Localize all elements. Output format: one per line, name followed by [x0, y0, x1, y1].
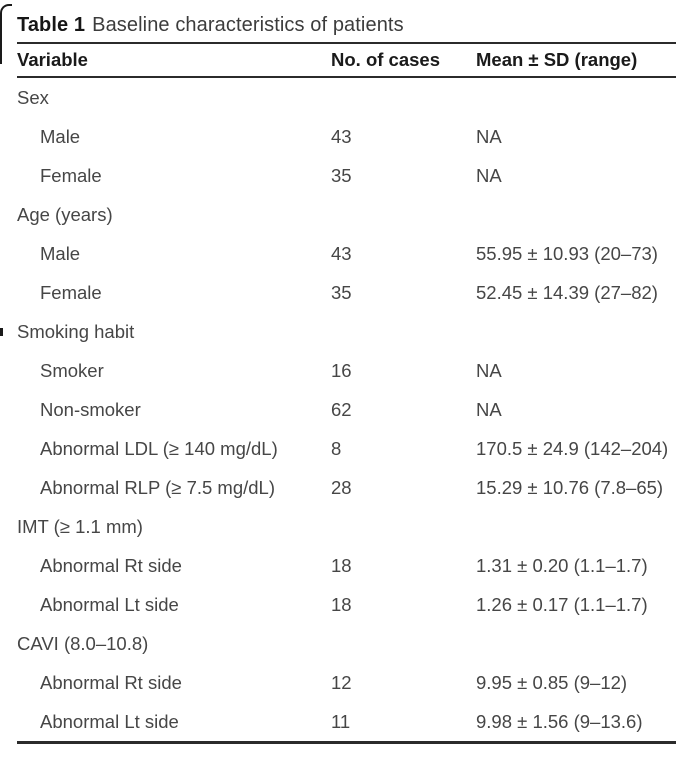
cell-cases: 8 — [331, 437, 342, 459]
table-row: Female 35 NA — [17, 156, 676, 195]
cell-variable: Abnormal Lt side — [40, 593, 179, 615]
table-row: Female 35 52.45 ± 14.39 (27–82) — [17, 273, 676, 312]
table-body: Sex Male 43 NA Female 35 NA Age (years) … — [17, 78, 676, 741]
cell-variable: Abnormal RLP (≥ 7.5 mg/dL) — [40, 476, 275, 498]
cell-variable: Age (years) — [17, 203, 113, 225]
table-row: Age (years) — [17, 195, 676, 234]
cell-variable: Non-smoker — [40, 398, 141, 420]
cell-mean: 55.95 ± 10.93 (20–73) — [476, 242, 658, 264]
cell-cases: 18 — [331, 554, 352, 576]
table-title-label: Table 1 — [17, 14, 86, 36]
cell-variable: Sex — [17, 86, 49, 108]
column-header-variable: Variable — [17, 49, 88, 70]
table-row: Abnormal Lt side 18 1.26 ± 0.17 (1.1–1.7… — [17, 585, 676, 624]
cell-mean: 9.95 ± 0.85 (9–12) — [476, 671, 628, 693]
cell-variable: Female — [40, 164, 102, 186]
cell-mean: 170.5 ± 24.9 (142–204) — [476, 437, 669, 459]
cell-cases: 18 — [331, 593, 352, 615]
cell-variable: Abnormal Lt side — [40, 710, 179, 732]
table-1: Table 1 Baseline characteristics of pati… — [17, 0, 676, 744]
cell-cases: 62 — [331, 398, 352, 420]
cell-variable: Abnormal Rt side — [40, 671, 182, 693]
cell-cases: 28 — [331, 476, 352, 498]
table-row: Male 43 NA — [17, 117, 676, 156]
cell-mean: 1.31 ± 0.20 (1.1–1.7) — [476, 554, 648, 576]
cell-variable: CAVI (8.0–10.8) — [17, 632, 149, 654]
cell-mean: 9.98 ± 1.56 (9–13.6) — [476, 710, 643, 732]
cell-variable: Abnormal Rt side — [40, 554, 182, 576]
table-row: Smoking habit — [17, 312, 676, 351]
cell-mean: 15.29 ± 10.76 (7.8–65) — [476, 476, 664, 498]
cell-cases: 43 — [331, 242, 352, 264]
table-title-text: Baseline characteristics of patients — [92, 14, 404, 36]
table-row: Abnormal RLP (≥ 7.5 mg/dL) 28 15.29 ± 10… — [17, 468, 676, 507]
table-row: Abnormal LDL (≥ 140 mg/dL) 8 170.5 ± 24.… — [17, 429, 676, 468]
table-row: Sex — [17, 78, 676, 117]
cell-variable: Male — [40, 125, 81, 147]
cell-cases: 35 — [331, 164, 352, 186]
cell-mean: NA — [476, 164, 502, 186]
cell-mean: NA — [476, 398, 502, 420]
cell-variable: Smoker — [40, 359, 104, 381]
bottom-rule — [17, 741, 676, 744]
table-row: Abnormal Rt side 12 9.95 ± 0.85 (9–12) — [17, 663, 676, 702]
cell-variable: Abnormal LDL (≥ 140 mg/dL) — [40, 437, 278, 459]
cell-variable: Female — [40, 281, 102, 303]
edge-tick-artifact — [0, 328, 3, 336]
cell-cases: 43 — [331, 125, 352, 147]
cell-mean: NA — [476, 125, 502, 147]
cell-cases: 16 — [331, 359, 352, 381]
image-crop-border — [0, 4, 12, 64]
cell-mean: NA — [476, 359, 502, 381]
cell-variable: Male — [40, 242, 81, 264]
table-row: Abnormal Lt side 11 9.98 ± 1.56 (9–13.6) — [17, 702, 676, 741]
table-row: CAVI (8.0–10.8) — [17, 624, 676, 663]
cell-cases: 11 — [331, 710, 351, 732]
cell-variable: Smoking habit — [17, 320, 135, 342]
table-row: Smoker 16 NA — [17, 351, 676, 390]
table-row: Male 43 55.95 ± 10.93 (20–73) — [17, 234, 676, 273]
title-rule — [17, 42, 676, 44]
table-row: Abnormal Rt side 18 1.31 ± 0.20 (1.1–1.7… — [17, 546, 676, 585]
cell-mean: 52.45 ± 14.39 (27–82) — [476, 281, 658, 303]
table-header-row: Variable No. of cases Mean ± SD (range) — [17, 44, 676, 76]
cell-variable: IMT (≥ 1.1 mm) — [17, 515, 143, 537]
column-header-mean: Mean ± SD (range) — [476, 49, 638, 70]
table-row: Non-smoker 62 NA — [17, 390, 676, 429]
header-rule — [17, 76, 676, 78]
table-title: Table 1 Baseline characteristics of pati… — [17, 9, 676, 42]
cell-cases: 12 — [331, 671, 352, 693]
cell-mean: 1.26 ± 0.17 (1.1–1.7) — [476, 593, 648, 615]
table-row: IMT (≥ 1.1 mm) — [17, 507, 676, 546]
column-header-cases: No. of cases — [331, 49, 440, 70]
cell-cases: 35 — [331, 281, 352, 303]
